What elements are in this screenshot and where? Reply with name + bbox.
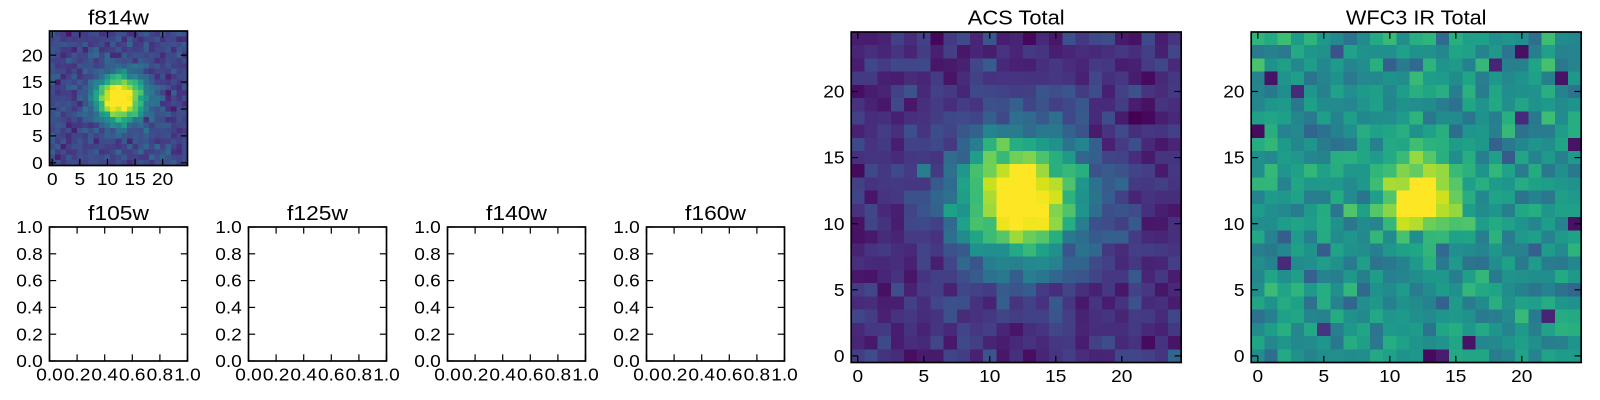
svg-text:10: 10 [97, 169, 118, 189]
svg-text:0.6: 0.6 [119, 365, 146, 385]
svg-text:0.2: 0.2 [462, 365, 489, 385]
svg-text:0.8: 0.8 [215, 244, 242, 264]
svg-text:f125w: f125w [287, 202, 348, 225]
svg-text:20: 20 [152, 169, 173, 189]
svg-text:0.8: 0.8 [414, 244, 441, 264]
svg-text:1.0: 1.0 [572, 365, 599, 385]
svg-text:0.6: 0.6 [318, 365, 345, 385]
svg-text:0.2: 0.2 [661, 365, 688, 385]
svg-text:15: 15 [1045, 366, 1066, 386]
svg-text:f140w: f140w [486, 202, 547, 225]
svg-text:1.0: 1.0 [174, 365, 201, 385]
svg-text:1.0: 1.0 [373, 365, 400, 385]
svg-text:20: 20 [823, 82, 844, 102]
svg-text:0: 0 [32, 153, 43, 173]
svg-text:15: 15 [1223, 148, 1244, 168]
svg-text:0.4: 0.4 [16, 297, 43, 317]
svg-text:0.6: 0.6 [414, 271, 441, 291]
svg-text:10: 10 [823, 214, 844, 234]
svg-text:0.0: 0.0 [633, 365, 660, 385]
svg-text:0.2: 0.2 [263, 365, 290, 385]
svg-text:0.0: 0.0 [235, 365, 262, 385]
svg-text:0.4: 0.4 [215, 297, 242, 317]
svg-text:1.0: 1.0 [771, 365, 798, 385]
svg-text:0.8: 0.8 [744, 365, 771, 385]
svg-text:WFC3 IR Total: WFC3 IR Total [1346, 7, 1487, 30]
svg-text:10: 10 [22, 99, 43, 119]
svg-text:0.2: 0.2 [414, 324, 441, 344]
svg-text:f814w: f814w [88, 7, 149, 30]
svg-text:0.0: 0.0 [215, 351, 242, 371]
svg-text:0.6: 0.6 [16, 271, 43, 291]
svg-text:0.2: 0.2 [215, 324, 242, 344]
svg-text:0.8: 0.8 [346, 365, 373, 385]
svg-text:10: 10 [979, 366, 1000, 386]
svg-text:0.6: 0.6 [517, 365, 544, 385]
svg-text:10: 10 [1379, 366, 1400, 386]
svg-text:0.8: 0.8 [545, 365, 572, 385]
svg-text:0: 0 [1253, 366, 1264, 386]
svg-text:0.4: 0.4 [91, 365, 118, 385]
svg-text:1.0: 1.0 [215, 217, 242, 237]
svg-text:5: 5 [919, 366, 930, 386]
svg-text:0.4: 0.4 [414, 297, 441, 317]
svg-text:20: 20 [1511, 366, 1532, 386]
svg-text:0.6: 0.6 [716, 365, 743, 385]
svg-text:1.0: 1.0 [613, 217, 640, 237]
svg-text:0.4: 0.4 [688, 365, 715, 385]
svg-text:10: 10 [1223, 214, 1244, 234]
svg-text:0.0: 0.0 [434, 365, 461, 385]
svg-text:0.0: 0.0 [613, 351, 640, 371]
svg-text:0: 0 [853, 366, 864, 386]
svg-text:20: 20 [1111, 366, 1132, 386]
svg-text:5: 5 [1319, 366, 1330, 386]
svg-text:5: 5 [834, 280, 845, 300]
svg-text:0.2: 0.2 [64, 365, 91, 385]
svg-text:0: 0 [47, 169, 58, 189]
svg-text:f160w: f160w [685, 202, 746, 225]
svg-text:0.0: 0.0 [414, 351, 441, 371]
svg-text:0.4: 0.4 [613, 297, 640, 317]
svg-text:0.8: 0.8 [147, 365, 174, 385]
svg-text:5: 5 [75, 169, 86, 189]
svg-text:1.0: 1.0 [16, 217, 43, 237]
svg-text:f105w: f105w [88, 202, 149, 225]
svg-text:0.2: 0.2 [613, 324, 640, 344]
svg-text:0.2: 0.2 [16, 324, 43, 344]
svg-text:15: 15 [22, 72, 43, 92]
svg-text:0.8: 0.8 [16, 244, 43, 264]
svg-text:0.6: 0.6 [215, 271, 242, 291]
svg-text:0.0: 0.0 [36, 365, 63, 385]
svg-text:20: 20 [22, 45, 43, 65]
svg-text:15: 15 [1445, 366, 1466, 386]
svg-text:1.0: 1.0 [414, 217, 441, 237]
svg-text:ACS Total: ACS Total [968, 7, 1065, 30]
svg-text:0.8: 0.8 [613, 244, 640, 264]
svg-text:5: 5 [32, 126, 43, 146]
svg-text:0: 0 [834, 346, 845, 366]
svg-text:0.0: 0.0 [16, 351, 43, 371]
svg-text:15: 15 [823, 148, 844, 168]
svg-text:0.6: 0.6 [613, 271, 640, 291]
svg-text:15: 15 [124, 169, 145, 189]
svg-text:5: 5 [1234, 280, 1245, 300]
svg-text:0.4: 0.4 [489, 365, 516, 385]
svg-text:0: 0 [1234, 346, 1245, 366]
svg-text:0.4: 0.4 [290, 365, 317, 385]
svg-text:20: 20 [1223, 82, 1244, 102]
